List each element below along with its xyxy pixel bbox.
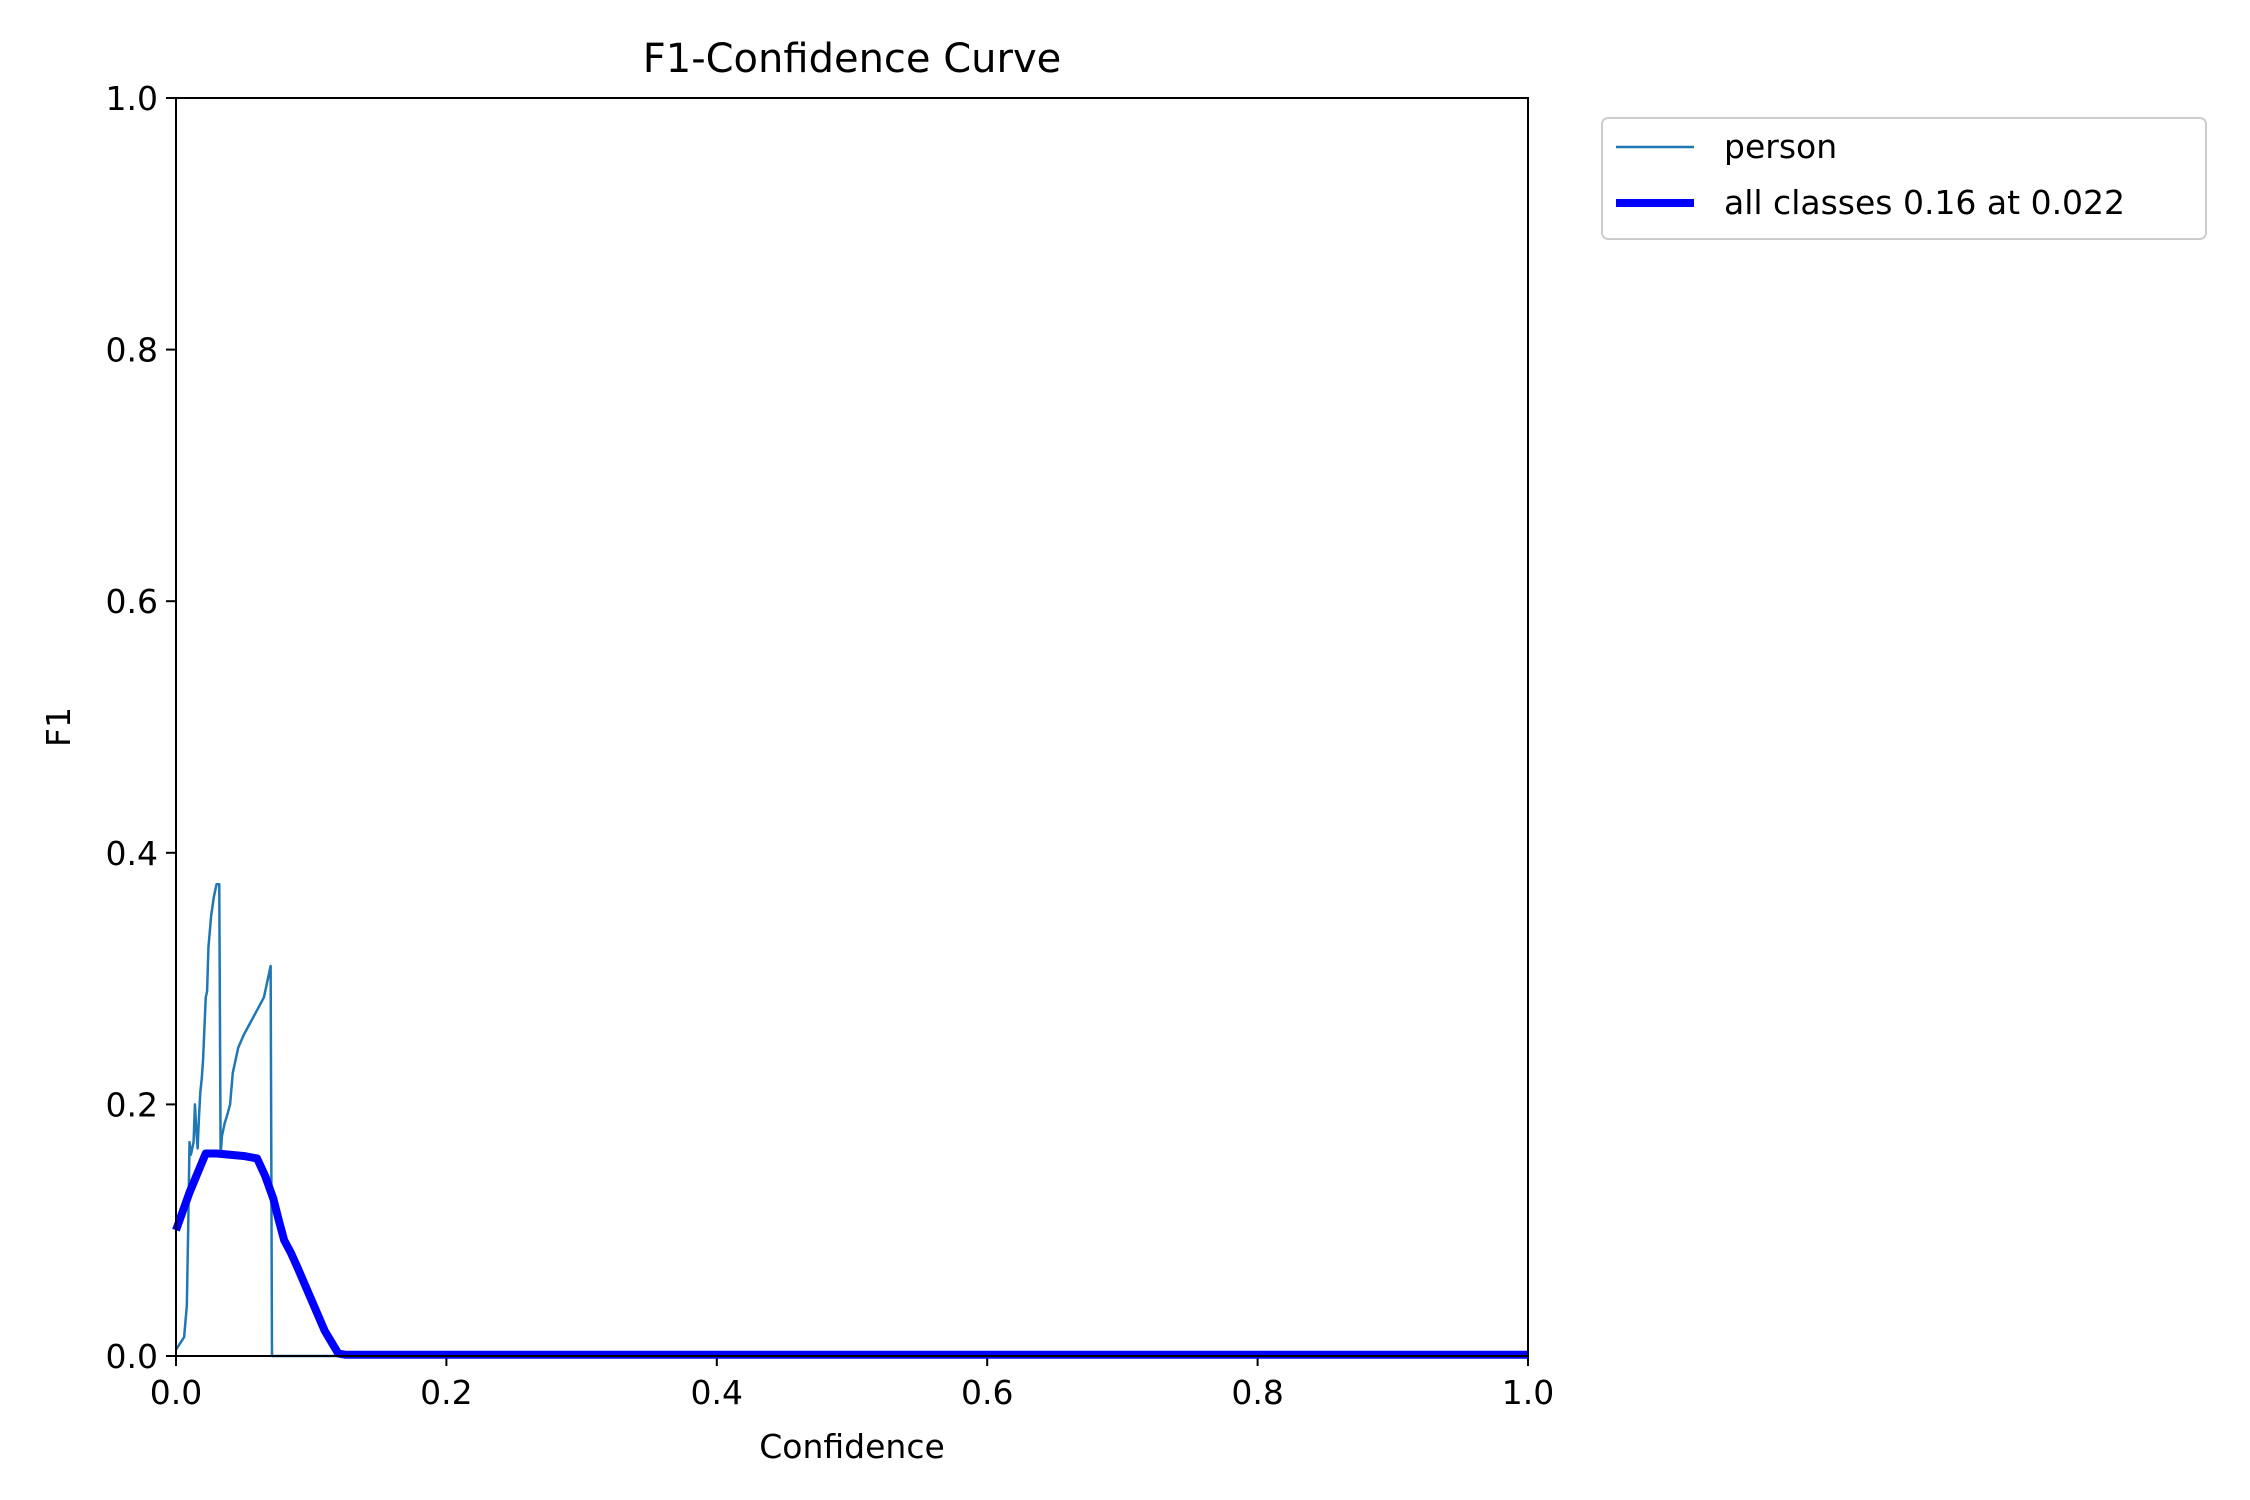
y-axis-title: F1 bbox=[39, 707, 78, 747]
series-line-all-classes bbox=[172, 1149, 1528, 1359]
x-tick-label: 1.0 bbox=[1502, 1373, 1554, 1412]
y-tick-label: 0.6 bbox=[106, 582, 158, 621]
legend: person all classes 0.16 at 0.022 bbox=[1601, 117, 2207, 240]
x-tick-label: 0.6 bbox=[961, 1373, 1013, 1412]
legend-box bbox=[1601, 117, 2207, 240]
x-tick-label: 0.8 bbox=[1231, 1373, 1283, 1412]
y-tick-label: 1.0 bbox=[106, 79, 158, 118]
x-tick-label: 0.2 bbox=[420, 1373, 472, 1412]
x-axis-title: Confidence bbox=[759, 1427, 945, 1466]
y-tick-label: 0.2 bbox=[106, 1085, 158, 1124]
x-tick-label: 0.4 bbox=[691, 1373, 743, 1412]
y-axis-ticks: 0.0 0.2 0.4 0.6 0.8 1.0 bbox=[106, 79, 176, 1376]
axes-frame bbox=[175, 97, 1529, 1357]
chart-title: F1-Confidence Curve bbox=[643, 36, 1062, 82]
x-axis-ticks: 0.0 0.2 0.4 0.6 0.8 1.0 bbox=[150, 1356, 1554, 1412]
y-tick-label: 0.8 bbox=[106, 331, 158, 370]
y-tick-label: 0.4 bbox=[106, 834, 158, 873]
x-tick-label: 0.0 bbox=[150, 1373, 202, 1412]
y-tick-label: 0.0 bbox=[106, 1337, 158, 1376]
legend-label-all-classes: all classes 0.16 at 0.022 bbox=[1724, 183, 2125, 222]
legend-label-person: person bbox=[1724, 127, 1837, 166]
